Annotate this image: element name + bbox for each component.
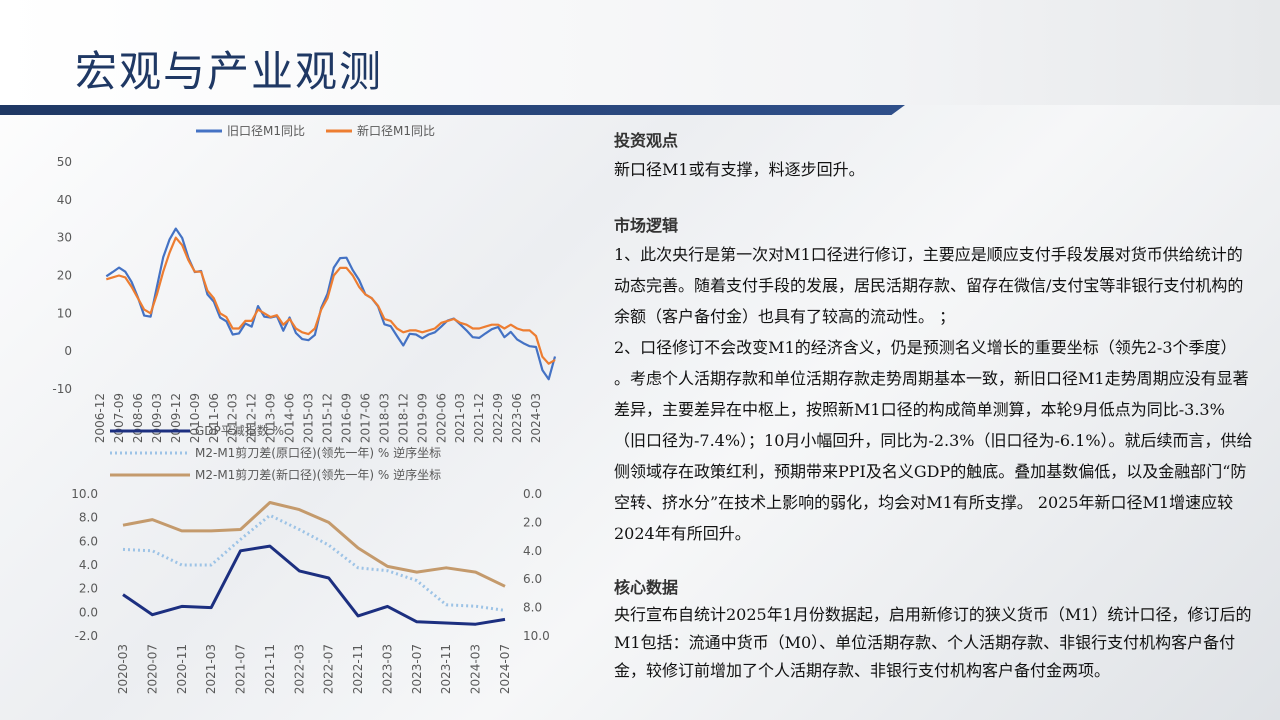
x-tick-label: 2020-07 (145, 644, 159, 694)
x-tick-label: 2011-06 (207, 393, 221, 443)
x-tick-label: 2021-03 (453, 393, 467, 443)
x-tick-label: 2024-03 (469, 644, 483, 694)
x-tick-label: 2022-09 (491, 393, 505, 443)
x-tick-label: 2023-07 (410, 644, 424, 694)
paragraph: 新口径M1或有支撑，料逐步回升。 (614, 160, 865, 179)
series-line (122, 513, 506, 612)
y-tick-label: 20 (57, 269, 72, 283)
x-tick-label: 2019-09 (415, 393, 429, 443)
x-tick-label: 2007-09 (112, 393, 126, 443)
slide-title: 宏观与产业观测 (75, 47, 384, 96)
x-tick-label: 2024-07 (498, 644, 512, 694)
x-tick-label: 2018-12 (396, 393, 410, 443)
x-tick-label: 2020-03 (116, 644, 130, 694)
legend-label: GDP平减指数 % (195, 423, 284, 438)
y-tick-label: -10 (52, 382, 72, 396)
y2-tick-label: 2.0 (523, 515, 542, 529)
y-tick-label: 6.0 (79, 534, 98, 548)
y-tick-label: 10.0 (71, 487, 98, 501)
paragraph: 央行宣布自统计2025年1月份数据起，启用新修订的狭义货币（M1）统计口径，修订… (614, 605, 1252, 680)
section-heading: 市场逻辑 (614, 216, 679, 235)
series-line (122, 501, 506, 588)
x-tick-label: 2021-12 (472, 393, 486, 443)
x-tick-label: 2022-07 (322, 644, 336, 694)
y-tick-label: -2.0 (75, 629, 98, 643)
y-tick-label: 10 (57, 306, 72, 320)
y-tick-label: 40 (57, 193, 72, 207)
section-heading: 投资观点 (614, 131, 679, 150)
text-panel: 投资观点 新口径M1或有支撑，料逐步回升。 市场逻辑 1、此次央行是第一次对M1… (614, 128, 1256, 685)
x-tick-label: 2021-07 (234, 644, 248, 694)
header-rule (0, 105, 905, 115)
section-heading: 核心数据 (614, 578, 679, 597)
charts: -10 0 10 20 30 40 50 2006-12 2007-09 2008-06 2009-… (52, 123, 557, 694)
x-tick-label: 2022-03 (292, 644, 306, 694)
y2-tick-label: 8.0 (523, 601, 542, 615)
y-tick-label: 30 (57, 231, 72, 245)
y2-tick-label: 4.0 (523, 544, 542, 558)
x-tick-label: 2023-06 (510, 393, 524, 443)
x-tick-label: 2024-03 (529, 393, 543, 443)
series-line (105, 236, 556, 365)
x-tick-label: 2023-03 (380, 644, 394, 694)
y-tick-label: 4.0 (79, 558, 98, 572)
header-band (0, 0, 1280, 105)
x-tick-label: 2009-12 (169, 393, 183, 443)
legend-label: M2-M1剪刀差(新口径)(领先一年) % 逆序坐标 (195, 467, 441, 482)
series-line (122, 544, 506, 626)
y2-tick-label: 6.0 (523, 572, 542, 586)
paragraph: 2、口径修订不会改变M1的经济含义，仍是预测名义增长的重要坐标（领先2-3个季度… (614, 338, 1253, 543)
paragraph: 1、此次央行是第一次对M1口径进行修订，主要应是顺应支付手段发展对货币供给统计的… (614, 245, 1244, 326)
x-tick-label: 2021-11 (263, 644, 277, 694)
x-tick-label: 2014-06 (283, 393, 297, 443)
x-tick-label: 2015-03 (302, 393, 316, 443)
x-tick-label: 2013-09 (264, 393, 278, 443)
x-tick-label: 2023-11 (439, 644, 453, 694)
x-tick-label: 2012-12 (245, 393, 259, 443)
x-tick-label: 2008-06 (131, 393, 145, 443)
series-line (105, 227, 557, 381)
x-tick-label: 2006-12 (93, 393, 107, 443)
y2-tick-label: 0.0 (523, 487, 542, 501)
y-tick-label: 50 (57, 155, 72, 169)
legend-label: 旧口径M1同比 (227, 124, 305, 138)
x-tick-label: 2021-03 (204, 644, 218, 694)
x-tick-label: 2015-12 (321, 393, 335, 443)
x-tick-label: 2020-11 (175, 644, 189, 694)
x-tick-label: 2016-09 (339, 393, 353, 443)
x-tick-label: 2022-11 (351, 644, 365, 694)
legend-label: M2-M1剪刀差(原口径)(领先一年) % 逆序坐标 (195, 445, 441, 460)
y-tick-label: 0 (64, 344, 72, 358)
x-tick-label: 2012-03 (226, 393, 240, 443)
x-tick-label: 2010-09 (188, 393, 202, 443)
legend-label: 新口径M1同比 (357, 123, 435, 138)
y-tick-label: 8.0 (79, 511, 98, 525)
y-tick-label: 0.0 (79, 605, 98, 619)
x-tick-label: 2017-06 (358, 393, 372, 443)
y2-tick-label: 10.0 (523, 629, 550, 643)
x-tick-label: 2018-03 (377, 393, 391, 443)
y-tick-label: 2.0 (79, 582, 98, 596)
x-tick-label: 2009-03 (150, 393, 164, 443)
x-tick-label: 2020-06 (434, 393, 448, 443)
